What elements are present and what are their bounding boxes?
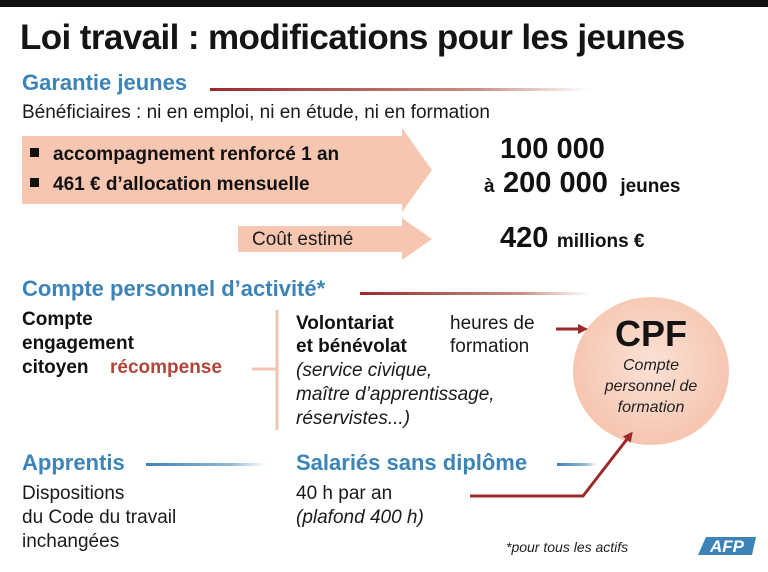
bullet-item-2: 461 € d’allocation mensuelle: [30, 174, 310, 196]
garantie-heading: Garantie jeunes: [22, 70, 188, 95]
recompense-text: récompense: [110, 357, 222, 378]
top-bar: [0, 0, 768, 7]
garantie-arrows: [22, 128, 432, 260]
count-high: 200 000: [503, 167, 608, 199]
cpf-circle: CPF Compte personnel de formation: [573, 297, 729, 445]
cpf-line-1: Compte: [622, 357, 680, 374]
bullet-2-text: 461 € d’allocation mensuelle: [53, 174, 310, 195]
salaries-to-cpf-arrow: [470, 431, 633, 498]
salaries-line-2: (plafond 400 h): [296, 507, 424, 528]
examples-line-2: maître d’apprentissage,: [296, 384, 495, 405]
bracket-connector: [252, 310, 279, 430]
cpa-heading-rule: [360, 292, 590, 295]
count-prefix: à: [484, 176, 495, 197]
bullet-square-icon: [30, 148, 39, 158]
footnote: *pour tous les actifs: [506, 539, 629, 555]
cost-value: 420: [500, 222, 549, 254]
apprentis-heading-rule: [146, 463, 266, 466]
cec-line-3: citoyen: [22, 357, 89, 378]
apprentis-line-2: du Code du travail: [22, 507, 177, 528]
afp-logo: AFP: [698, 537, 756, 555]
afp-logo-text: AFP: [709, 537, 745, 555]
heures-line-1: heures de: [450, 313, 535, 334]
cost-label: Coût estimé: [252, 229, 354, 250]
cpf-acronym: CPF: [615, 313, 687, 354]
cost-arrow-shape: [238, 218, 432, 260]
volontariat-line-2: et bénévolat: [296, 336, 407, 357]
apprentis-heading: Apprentis: [22, 450, 125, 475]
cost-unit: millions €: [556, 231, 645, 252]
examples-line-1: (service civique,: [296, 360, 433, 381]
cpa-heading: Compte personnel d’activité*: [22, 276, 326, 301]
bullet-1-text: accompagnement renforcé 1 an: [53, 144, 340, 165]
count-low: 100 000: [500, 133, 605, 165]
apprentis-line-3: inchangées: [22, 531, 120, 552]
cost-value-group: 420 millions €: [500, 222, 644, 255]
cec-line-2: engagement: [22, 333, 134, 354]
salaries-heading: Salariés sans diplôme: [296, 450, 528, 475]
count-unit: jeunes: [620, 176, 681, 197]
count-range: à 200 000 jeunes: [484, 167, 681, 200]
examples-line-3: réservistes...): [296, 408, 411, 429]
cpf-line-3: formation: [617, 399, 685, 416]
bullet-square-icon: [30, 178, 39, 188]
volontariat-line-1: Volontariat: [296, 313, 394, 334]
garantie-heading-rule: [210, 88, 590, 91]
cpf-line-2: personnel de: [604, 378, 698, 395]
salaries-heading-rule: [557, 463, 597, 466]
page-title: Loi travail : modifications pour les jeu…: [20, 18, 685, 57]
bullet-item-1: accompagnement renforcé 1 an: [30, 144, 339, 166]
beneficiaires-text: Bénéficiaires : ni en emploi, ni en étud…: [22, 102, 490, 123]
cec-line-1: Compte: [22, 309, 93, 330]
big-arrow-shape: [22, 128, 432, 212]
apprentis-line-1: Dispositions: [22, 483, 125, 504]
heures-line-2: formation: [450, 336, 530, 357]
salaries-line-1: 40 h par an: [296, 483, 393, 504]
